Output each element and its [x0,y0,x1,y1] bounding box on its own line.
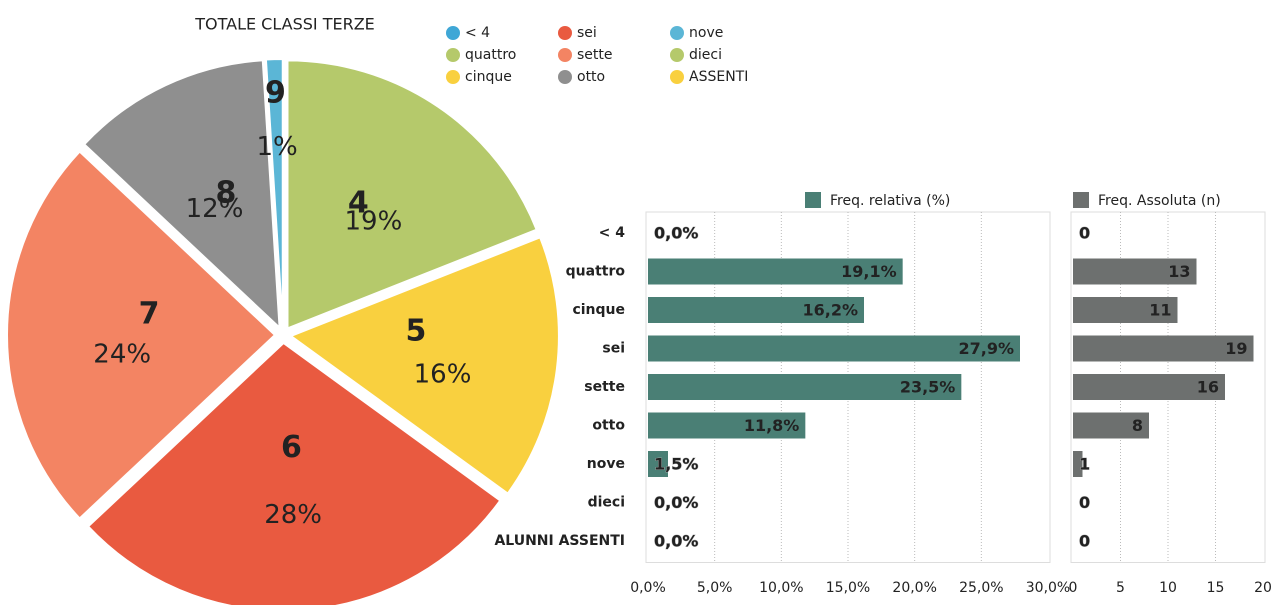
x-tick-label: 5,0% [697,580,733,596]
legend-label: sei [577,25,597,41]
legend-label: dieci [689,47,722,63]
slice-value-label: 16% [414,360,472,390]
legend-swatch [446,26,460,40]
slice-label: 7 [139,297,160,332]
slice-label: 9 [265,75,286,110]
bar-value-label: 1,5% [654,455,698,474]
bar [1073,451,1083,477]
slice-value-label: 12% [186,194,244,224]
legend-label: Freq. relativa (%) [830,193,950,209]
bar-value-label: 0,0% [654,532,698,551]
bar [648,335,1020,362]
bar-value-label: 16,2% [802,301,858,320]
x-tick-label: 0 [1069,580,1078,596]
bar-value-label: 0 [1079,493,1090,512]
bar-value-label: 23,5% [900,378,956,397]
bar-value-label: 16 [1197,378,1219,397]
slice-value-label: 1% [256,132,297,162]
legend-swatch [446,48,460,62]
x-tick-label: 20,0% [892,580,936,596]
bar [1073,412,1149,439]
bar [648,374,962,400]
y-tick-label: dieci [588,495,625,511]
x-tick-label: 0,0% [630,580,666,596]
x-tick-label: 10 [1159,580,1177,596]
x-tick-label: 10,0% [759,580,803,596]
bar-value-label: 11 [1149,301,1171,320]
x-tick-label: 5 [1116,580,1125,596]
bar [648,412,806,439]
legend-label: ASSENTI [689,69,748,85]
y-tick-label: cinque [572,302,625,318]
pie-title: TOTALE CLASSI TERZE [194,15,375,34]
bar [1073,297,1178,323]
slice-label: 5 [406,313,427,348]
bar-value-label: 27,9% [958,339,1014,358]
slice-value-label: 24% [93,340,151,370]
legend-swatch [670,70,684,84]
legend-swatch [558,70,572,84]
bar-value-label: 0,0% [654,493,698,512]
pie-slice [86,341,502,605]
legend-swatch [670,26,684,40]
slice-label: 6 [281,430,302,465]
bar [1073,374,1225,400]
bar [648,297,864,323]
bar-value-label: 0 [1079,532,1090,551]
slice-label: 8 [216,175,237,210]
y-tick-label: sette [584,379,625,395]
x-tick-label: 30,0% [1026,580,1070,596]
x-tick-label: 15 [1207,580,1225,596]
bar-value-label: 1 [1079,455,1090,474]
bar [1073,258,1197,285]
y-tick-label: otto [592,418,625,434]
legend-label: Freq. Assoluta (n) [1098,193,1221,209]
pie-slice [264,58,284,328]
y-tick-label: nove [587,456,625,472]
pie-slice [82,59,281,331]
y-tick-label: quattro [566,264,626,280]
pie-slice [5,150,277,520]
x-tick-label: 25,0% [959,580,1003,596]
legend-swatch [670,48,684,62]
bar-value-label: 8 [1132,416,1143,435]
legend-swatch [558,26,572,40]
legend-label: sette [577,47,613,63]
legend-swatch [446,70,460,84]
x-tick-label: 20 [1254,580,1272,596]
bar [1073,335,1254,362]
slice-value-label: 28% [264,500,322,530]
legend-label: < 4 [465,25,490,41]
bar-value-label: 11,8% [744,416,800,435]
x-tick-label: 15,0% [826,580,870,596]
bar-value-label: 19,1% [841,262,897,281]
y-tick-label: ALUNNI ASSENTI [494,533,625,549]
bar-value-label: 0 [1079,224,1090,243]
pie-slice [286,59,538,330]
legend-label: quattro [465,47,516,63]
bar [648,258,903,285]
slice-value-label: 19% [344,207,402,237]
legend-swatch [805,192,821,208]
legend-label: cinque [465,69,512,85]
bar [648,451,668,477]
y-tick-label: sei [602,341,625,357]
legend-label: otto [577,69,605,85]
legend-swatch [1073,192,1089,208]
pie-slice [288,236,560,495]
legend-label: nove [689,25,723,41]
y-tick-label: < 4 [599,225,626,241]
bar-value-label: 0,0% [654,224,698,243]
legend-swatch [558,48,572,62]
slice-label: 4 [348,186,369,221]
bar-value-label: 19 [1225,339,1247,358]
bar-value-label: 13 [1168,262,1190,281]
